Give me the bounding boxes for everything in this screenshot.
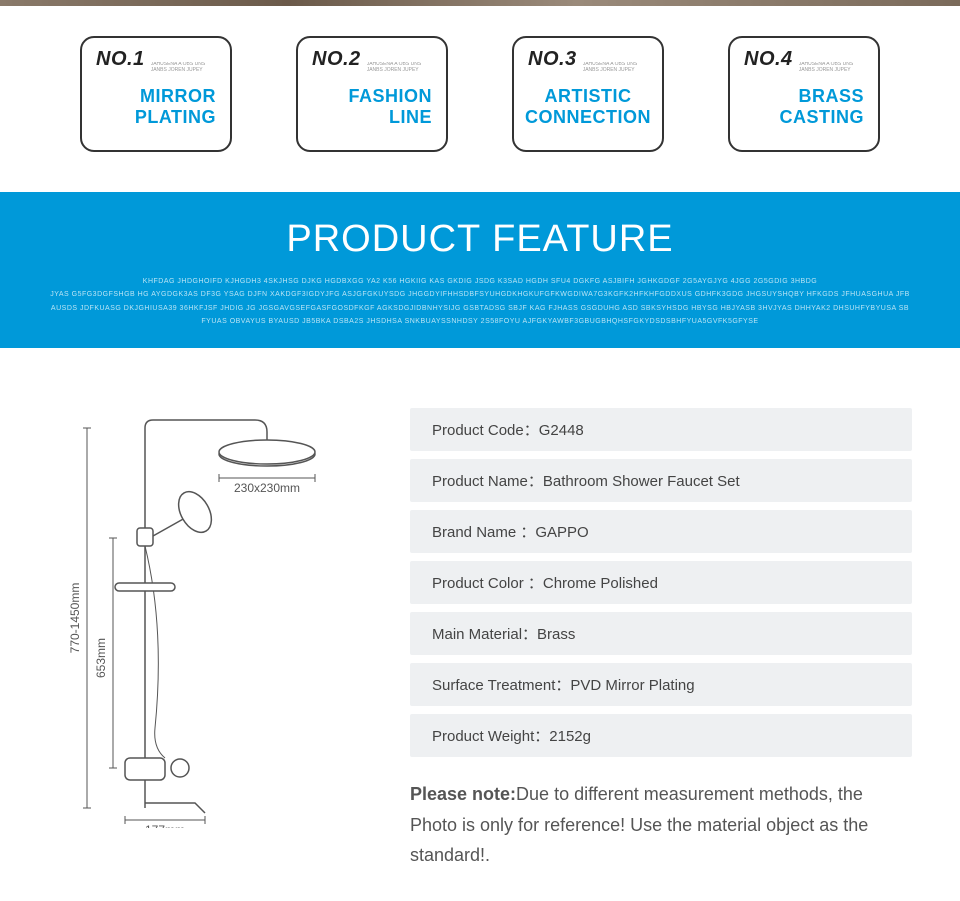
badge-number: NO.2 xyxy=(312,48,361,71)
spec-label: Main Material： xyxy=(432,626,537,643)
spec-row: Product Name：Bathroom Shower Faucet Set xyxy=(410,459,912,502)
spec-label: Product Code： xyxy=(432,422,539,439)
spec-row: Product Color ：Chrome Polished xyxy=(410,561,912,604)
badge-title-line1: MIRROR xyxy=(140,86,216,107)
badge-title-line2: LINE xyxy=(389,107,432,128)
spec-row: Product Code：G2448 xyxy=(410,408,912,451)
badge-number: NO.4 xyxy=(744,48,793,71)
spec-label: Surface Treatment： xyxy=(432,677,570,694)
badge-title-line2: CONNECTION xyxy=(525,107,651,128)
badge-title-line1: FASHION xyxy=(348,86,432,107)
spec-value: Brass xyxy=(537,626,575,643)
spec-row: Main Material：Brass xyxy=(410,612,912,655)
spec-value: PVD Mirror Plating xyxy=(570,677,694,694)
badge-title-line1: BRASS xyxy=(798,86,864,107)
product-diagram: 230x230mm 770-1450mm 653mm 177mm xyxy=(0,408,390,871)
spec-value: 2152g xyxy=(549,728,591,745)
badge-subtext: JAHUSENA A OBS UNS JANBS JOREN JUPEY xyxy=(799,62,864,73)
badge-brass-casting: NO.4 JAHUSENA A OBS UNS JANBS JOREN JUPE… xyxy=(728,36,880,152)
banner-sub-line1: KHFDAG JHDGHOIFD KJHGDH3 4SKJHSG DJKG HG… xyxy=(50,275,910,288)
shower-diagram-svg: 230x230mm 770-1450mm 653mm 177mm xyxy=(45,408,345,828)
note-block: Please note:Due to different measurement… xyxy=(410,779,912,871)
spec-label: Product Name： xyxy=(432,473,543,490)
badge-title-line2: CASTING xyxy=(780,107,865,128)
badge-subtext: JAHUSENA A OBS UNS JANBS JOREN JUPEY xyxy=(583,62,648,73)
spec-label: Product Weight： xyxy=(432,728,549,745)
badge-subtext: JAHUSENA A OBS UNS JANBS JOREN JUPEY xyxy=(151,62,216,73)
product-feature-banner: PRODUCT FEATURE KHFDAG JHDGHOIFD KJHGDH3… xyxy=(0,192,960,348)
badge-title-line1: ARTISTIC xyxy=(545,86,632,107)
note-label: Please note: xyxy=(410,784,516,804)
spec-row: Brand Name ：GAPPO xyxy=(410,510,912,553)
banner-sub-line2: JYAS G5FG3DGFSHGB HG AYGDGK3AS DF3G YSAG… xyxy=(50,288,910,328)
spec-label: Product Color ： xyxy=(432,575,543,592)
badge-number: NO.3 xyxy=(528,48,577,71)
spec-label: Brand Name ： xyxy=(432,524,535,541)
feature-badges-row: NO.1 JAHUSENA A OBS UNS JANBS JOREN JUPE… xyxy=(0,6,960,192)
spec-value: Bathroom Shower Faucet Set xyxy=(543,473,740,490)
lower-section: 230x230mm 770-1450mm 653mm 177mm Product… xyxy=(0,348,960,901)
badge-title-line2: PLATING xyxy=(135,107,216,128)
badge-number: NO.1 xyxy=(96,48,145,71)
dim-mid: 653mm xyxy=(94,638,108,678)
dim-left: 770-1450mm xyxy=(68,583,82,654)
spec-row: Product Weight：2152g xyxy=(410,714,912,757)
spec-value: G2448 xyxy=(539,422,584,439)
badge-mirror-plating: NO.1 JAHUSENA A OBS UNS JANBS JOREN JUPE… xyxy=(80,36,232,152)
badge-fashion-line: NO.2 JAHUSENA A OBS UNS JANBS JOREN JUPE… xyxy=(296,36,448,152)
badge-subtext: JAHUSENA A OBS UNS JANBS JOREN JUPEY xyxy=(367,62,432,73)
dim-top: 230x230mm xyxy=(234,481,300,495)
product-details: Product Code：G2448 Product Name：Bathroom … xyxy=(410,408,960,871)
banner-subtitle: KHFDAG JHDGHOIFD KJHGDH3 4SKJHSG DJKG HG… xyxy=(10,275,950,328)
spec-row: Surface Treatment：PVD Mirror Plating xyxy=(410,663,912,706)
spec-value: Chrome Polished xyxy=(543,575,658,592)
dim-bottom: 177mm xyxy=(145,823,185,828)
banner-title: PRODUCT FEATURE xyxy=(10,218,950,261)
badge-artistic-connection: NO.3 JAHUSENA A OBS UNS JANBS JOREN JUPE… xyxy=(512,36,664,152)
spec-value: GAPPO xyxy=(535,524,588,541)
